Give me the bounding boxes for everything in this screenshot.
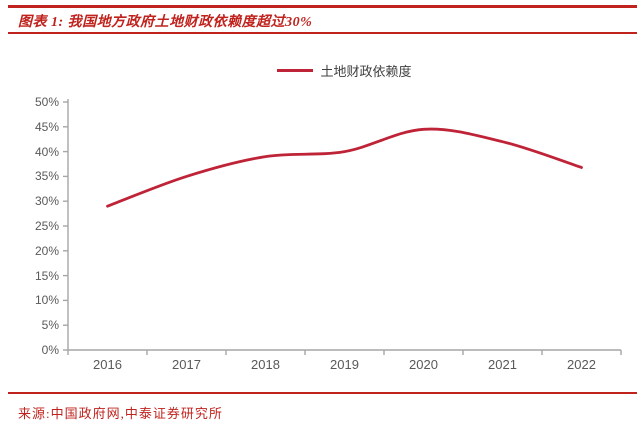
footer-rule (8, 392, 637, 394)
x-axis-label: 2022 (567, 357, 596, 372)
y-axis-label: 25% (34, 219, 59, 233)
y-axis-label: 50% (34, 95, 59, 109)
header-top-rule (8, 5, 637, 8)
y-axis-label: 0% (41, 343, 59, 357)
x-axis-label: 2018 (251, 357, 280, 372)
series-line (106, 127, 583, 208)
y-axis-label: 40% (34, 144, 59, 159)
y-axis-label: 10% (34, 293, 59, 308)
x-axis-label: 2020 (409, 357, 438, 372)
x-axis-label: 2017 (172, 357, 201, 372)
chart-legend: 土地财政依赖度 (68, 61, 621, 79)
x-axis-label: 2016 (93, 357, 122, 372)
y-axis-label: 5% (41, 318, 59, 333)
source-note: 来源:中国政府网,中泰证券研究所 (18, 406, 223, 421)
y-axis-label: 15% (34, 268, 59, 283)
x-axis-label: 2019 (330, 357, 359, 372)
y-axis-label: 30% (34, 194, 59, 209)
x-axis-label: 2021 (488, 357, 517, 372)
legend-label: 土地财政依赖度 (320, 63, 412, 79)
figure-title: 图表 1: 我国地方政府土地财政依赖度超过30% (18, 15, 313, 30)
legend-line-swatch (277, 68, 314, 72)
y-axis-label: 35% (34, 169, 59, 184)
y-axis-label: 20% (34, 243, 59, 258)
header-bottom-rule (8, 32, 637, 34)
y-axis-label: 45% (34, 119, 59, 134)
